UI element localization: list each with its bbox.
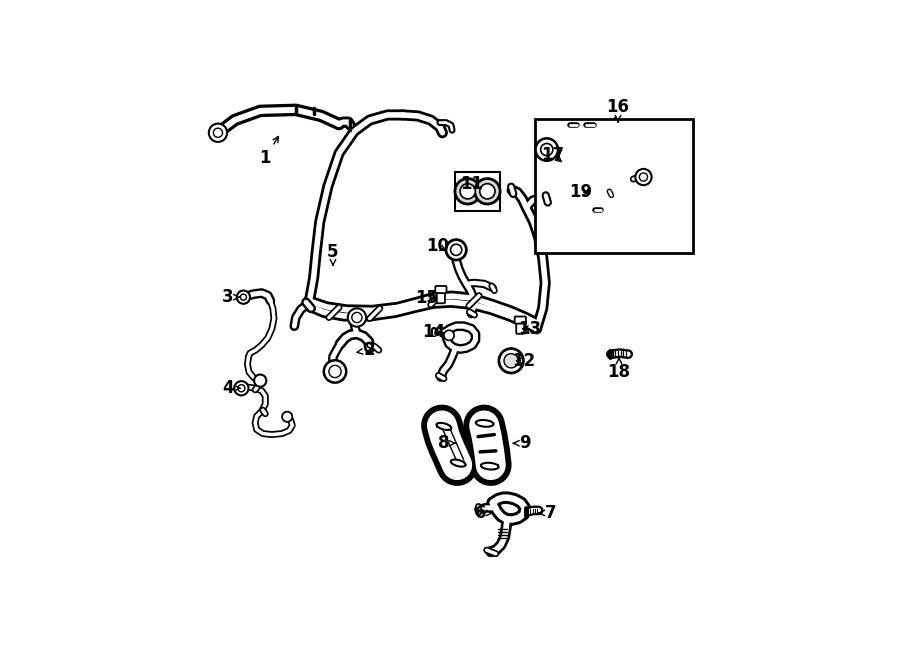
Text: 6: 6 bbox=[475, 504, 492, 522]
FancyBboxPatch shape bbox=[436, 290, 445, 303]
Text: 9: 9 bbox=[513, 434, 531, 452]
Circle shape bbox=[455, 178, 481, 204]
Circle shape bbox=[209, 124, 227, 142]
Circle shape bbox=[347, 308, 366, 327]
Text: 16: 16 bbox=[607, 98, 629, 122]
Circle shape bbox=[444, 330, 454, 340]
Text: 13: 13 bbox=[518, 320, 542, 338]
Circle shape bbox=[254, 375, 266, 387]
Circle shape bbox=[504, 354, 518, 368]
Text: 10: 10 bbox=[426, 237, 449, 255]
Text: 8: 8 bbox=[437, 434, 455, 452]
Ellipse shape bbox=[451, 459, 465, 467]
Circle shape bbox=[234, 381, 248, 395]
Text: 3: 3 bbox=[222, 288, 239, 306]
Ellipse shape bbox=[481, 463, 499, 469]
Text: 5: 5 bbox=[328, 243, 338, 265]
Text: 19: 19 bbox=[570, 183, 592, 202]
Text: 17: 17 bbox=[541, 145, 564, 164]
Text: 15: 15 bbox=[415, 289, 438, 307]
Bar bbox=[536, 118, 693, 253]
Circle shape bbox=[536, 138, 558, 161]
Bar bbox=[455, 172, 500, 211]
Circle shape bbox=[324, 360, 346, 383]
Circle shape bbox=[635, 169, 652, 185]
Circle shape bbox=[237, 291, 250, 304]
FancyBboxPatch shape bbox=[517, 321, 525, 334]
FancyBboxPatch shape bbox=[515, 317, 526, 324]
Ellipse shape bbox=[436, 423, 452, 430]
Circle shape bbox=[282, 412, 292, 422]
Circle shape bbox=[480, 184, 495, 199]
Circle shape bbox=[446, 240, 466, 260]
Text: 1: 1 bbox=[259, 136, 278, 167]
FancyBboxPatch shape bbox=[436, 286, 446, 293]
Text: 11: 11 bbox=[460, 175, 483, 192]
Circle shape bbox=[460, 184, 475, 199]
Text: 18: 18 bbox=[608, 358, 631, 381]
Ellipse shape bbox=[476, 420, 493, 427]
Text: 14: 14 bbox=[422, 323, 445, 341]
Circle shape bbox=[474, 178, 500, 204]
Text: 12: 12 bbox=[512, 352, 535, 369]
Text: 4: 4 bbox=[222, 379, 240, 397]
Circle shape bbox=[499, 348, 523, 373]
Text: 2: 2 bbox=[357, 341, 375, 359]
Text: 7: 7 bbox=[539, 504, 556, 522]
